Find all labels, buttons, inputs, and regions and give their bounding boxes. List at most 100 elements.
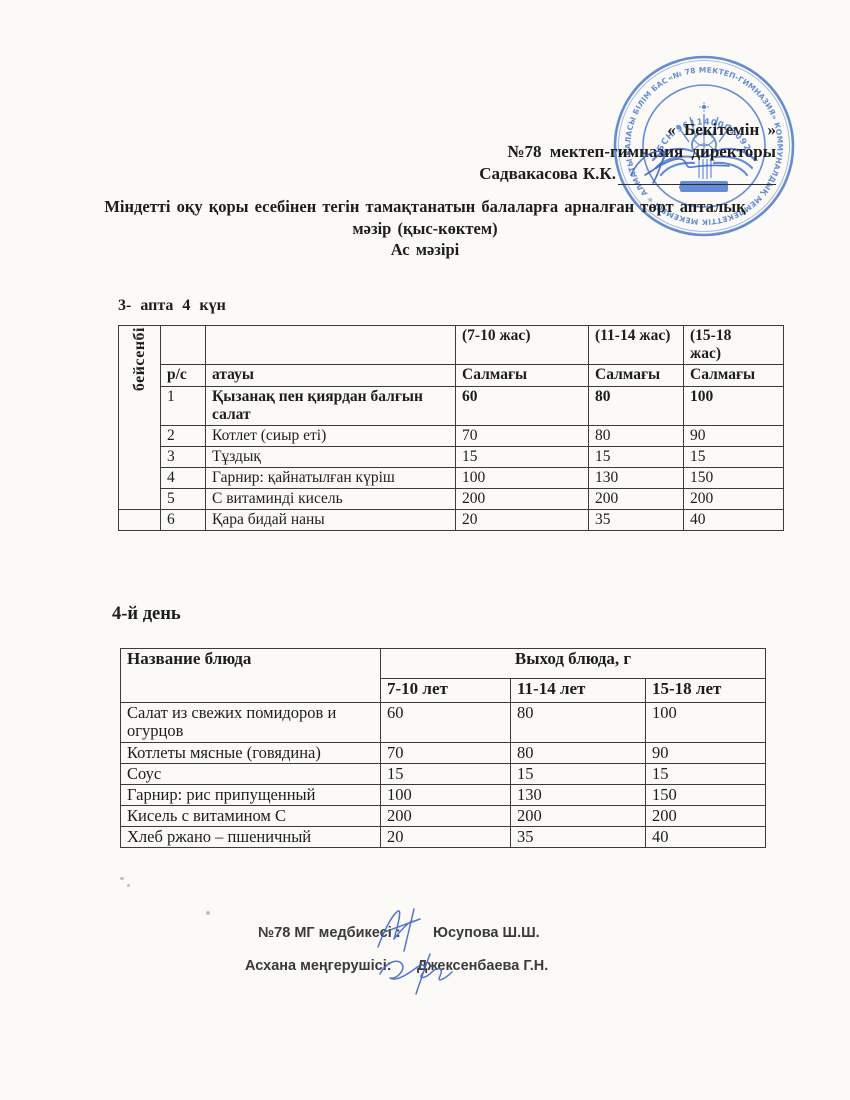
weight-value: 90 [645, 742, 766, 764]
dish-name: Котлеты мясные (говядина) [120, 742, 381, 764]
weight-value: 150 [645, 784, 766, 806]
table-row: 3 Тұздық 15 15 15 [119, 446, 784, 468]
dish-name: Хлеб ржано – пшеничный [120, 826, 381, 848]
dish-name: Соус [120, 763, 381, 785]
signature-rule [618, 168, 776, 185]
weight-value: 100 [455, 467, 589, 489]
weight-value: 60 [455, 386, 589, 426]
menu-table-russian: Название блюда Выход блюда, г 7-10 лет 1… [120, 648, 766, 848]
document-title: Міндетті оқу қоры есебінен тегін тамақта… [0, 196, 850, 261]
age-header: 7-10 лет [380, 678, 511, 703]
title-line-1: Міндетті оқу қоры есебінен тегін тамақта… [104, 197, 746, 216]
table-header-row: р/с атауы Салмағы Салмағы Салмағы [119, 364, 784, 387]
title-line-3: Ас мәзірі [390, 240, 460, 259]
title-line-2: мәзір (қыс-көктем) [352, 218, 498, 238]
weight-value: 40 [683, 509, 784, 531]
col-header-num: р/с [160, 364, 206, 387]
age-header: (11-14 жас) [588, 325, 684, 365]
table-row: 2 Котлет (сиыр еті) 70 80 90 [119, 425, 784, 447]
age-header: (15-18 жас) [683, 325, 784, 365]
table-header-row: Название блюда Выход блюда, г [120, 648, 766, 703]
weight-value: 150 [683, 467, 784, 489]
dish-name: Тұздық [205, 446, 456, 468]
weight-value: 15 [645, 763, 766, 785]
day-cell: бейсенбі [118, 325, 161, 510]
weight-value: 15 [455, 446, 589, 468]
table-row: 6 Қара бидай наны 20 35 40 [118, 509, 784, 531]
row-number: 4 [160, 467, 206, 489]
col-header-weight: Салмағы [588, 364, 684, 387]
dish-name: Салат из свежих помидоров и огурцов [120, 702, 381, 743]
scan-speckle [127, 884, 130, 887]
weight-value: 70 [455, 425, 589, 447]
stamp-inner-ring [642, 84, 766, 208]
weight-value: 60 [380, 702, 511, 743]
stamp-outer-ring [613, 55, 795, 237]
age-header: 11-14 лет [510, 678, 646, 703]
table-row: бейсенбі (7-10 жас) (11-14 жас) (15-18 ж… [118, 325, 784, 510]
empty-cell [160, 325, 206, 365]
table-header-row: 7-10 лет 11-14 лет 15-18 лет [121, 678, 766, 703]
table-row: 4 Гарнир: қайнатылған күріш 100 130 150 [119, 467, 784, 489]
scan-speckle [206, 911, 210, 915]
nurse-signature [377, 908, 421, 952]
empty-cell [205, 325, 456, 365]
col-header-weight: Салмағы [455, 364, 589, 387]
weight-value: 15 [510, 763, 646, 785]
table-row: Гарнир: рис припущенный 100 130 150 [120, 784, 766, 806]
weight-value: 40 [645, 826, 766, 848]
weight-value: 200 [455, 488, 589, 510]
menu-table-kazakh: бейсенбі (7-10 жас) (11-14 жас) (15-18 ж… [118, 325, 784, 531]
row-number: 6 [160, 509, 206, 531]
dish-name: Гарнир: рис припущенный [120, 784, 381, 806]
weight-value: 130 [510, 784, 646, 806]
weight-value: 80 [588, 425, 684, 447]
day-label: бейсенбі [130, 327, 148, 392]
row-number: 2 [160, 425, 206, 447]
day4-heading: 4-й день [112, 604, 181, 624]
age-header: (7-10 жас) [455, 325, 589, 365]
weight-value: 15 [588, 446, 684, 468]
day-cell-empty [118, 509, 161, 531]
weight-value: 130 [588, 467, 684, 489]
col-header-dish: Название блюда [120, 648, 381, 703]
approval-block: « Бекітемін » №78 мектеп-гимназия директ… [479, 119, 776, 185]
row-number: 1 [160, 386, 206, 426]
nurse-name: Юсупова Ш.Ш. [433, 925, 540, 941]
row-number: 3 [160, 446, 206, 468]
weight-value: 35 [510, 826, 646, 848]
weight-value: 100 [683, 386, 784, 426]
weight-value: 200 [510, 805, 646, 827]
col-header-output: Выход блюда, г [380, 648, 766, 679]
dish-name: С витаминді кисель [205, 488, 456, 510]
canteen-manager-role: Асхана меңгерушісі: [245, 958, 392, 974]
table-row: Котлеты мясные (говядина) 70 80 90 [120, 742, 766, 764]
director-title: №78 мектеп-гимназия директоры [507, 142, 776, 161]
director-signature [630, 150, 730, 184]
col-header-name: атауы [205, 364, 456, 387]
table-row: Кисель с витамином С 200 200 200 [120, 805, 766, 827]
weight-value: 15 [380, 763, 511, 785]
weight-value: 200 [645, 805, 766, 827]
weight-value: 15 [683, 446, 784, 468]
kazakhstan-emblem-icon: QAZAQSTAN [651, 102, 757, 192]
table-row: 1 Қызанақ пен қиярдан балғын салат 60 80… [119, 386, 784, 426]
weight-value: 100 [645, 702, 766, 743]
weight-value: 80 [510, 742, 646, 764]
weight-value: 200 [380, 805, 511, 827]
approval-word: « Бекітемін » [667, 120, 776, 139]
dish-name: Котлет (сиыр еті) [205, 425, 456, 447]
dish-name: Қызанақ пен қиярдан балғын салат [205, 386, 456, 426]
table-row: Салат из свежих помидоров и огурцов 60 8… [120, 702, 766, 743]
director-name-line: Садвакасова К.К. [479, 163, 776, 185]
col-header-weight: Салмағы [683, 364, 784, 387]
weight-value: 200 [683, 488, 784, 510]
week-day-heading: 3- апта 4 күн [118, 297, 226, 314]
dish-name: Кисель с витамином С [120, 805, 381, 827]
dish-name: Гарнир: қайнатылған күріш [205, 467, 456, 489]
weight-value: 200 [588, 488, 684, 510]
dish-name: Қара бидай наны [205, 509, 456, 531]
canteen-manager-name: Джексенбаева Г.Н. [417, 958, 549, 974]
school-stamp: «№ 78 МЕКТЕП-ГИМНАЗИЯ» КОММУНАЛДЫҚ МЕМЛЕ… [609, 51, 799, 241]
